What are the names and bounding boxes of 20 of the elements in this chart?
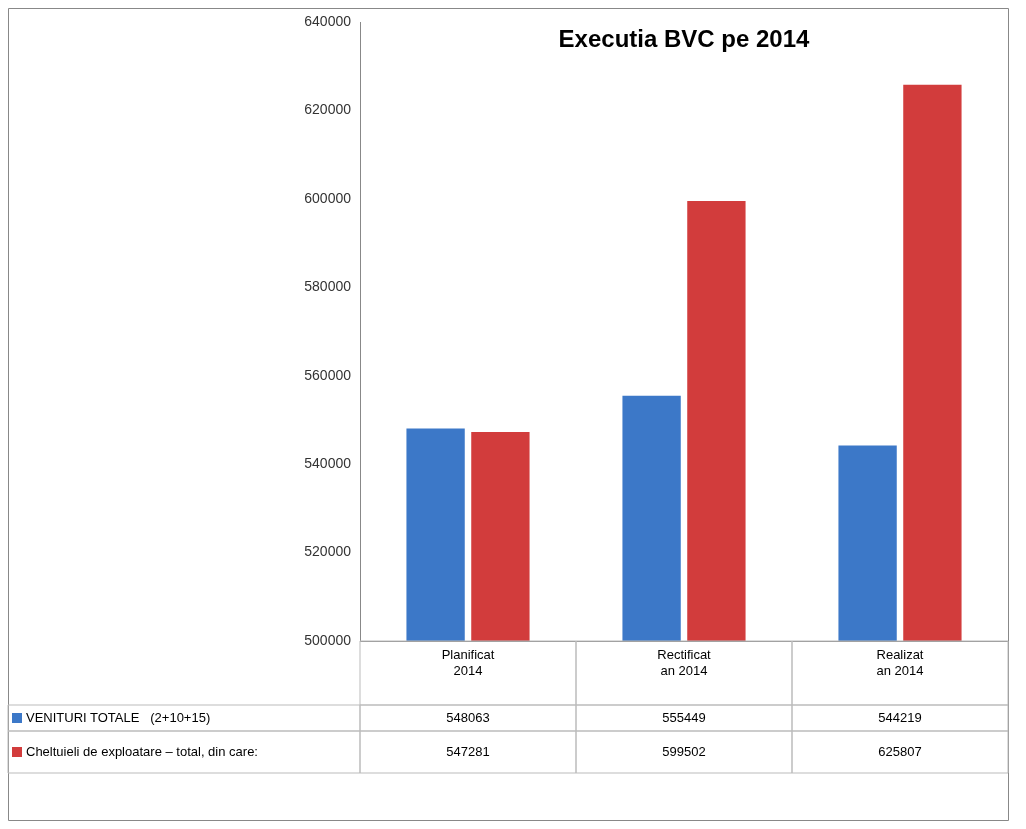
y-tick-label: 520000: [304, 543, 352, 560]
y-tick-label: 640000: [304, 12, 352, 29]
y-tick-label: 580000: [304, 278, 352, 295]
data-label: 544219: [878, 709, 922, 725]
chart-title: Executia BVC pe 2014: [558, 24, 811, 52]
data-label: 547281: [446, 743, 490, 759]
data-label: 599502: [662, 743, 706, 759]
legend-label: VENITURI TOTALE (2+10+15): [26, 709, 211, 725]
x-tick-label: Realizat an 2014: [876, 646, 924, 678]
legend-label: Cheltuieli de exploatare – total, din care:: [26, 743, 258, 759]
y-tick-label: 540000: [304, 455, 352, 471]
y-tick-label: 600000: [304, 189, 352, 206]
data-label: 555449: [662, 709, 706, 725]
x-tick-label: Rectificat an 2014: [657, 646, 712, 678]
y-tick-label: 620000: [304, 101, 352, 118]
data-label: 625807: [878, 743, 922, 759]
x-tick-label: Planificat 2014: [441, 646, 495, 678]
data-label: 548063: [446, 709, 490, 725]
y-tick-label: 500000: [304, 631, 352, 648]
y-tick-label: 560000: [304, 366, 352, 383]
